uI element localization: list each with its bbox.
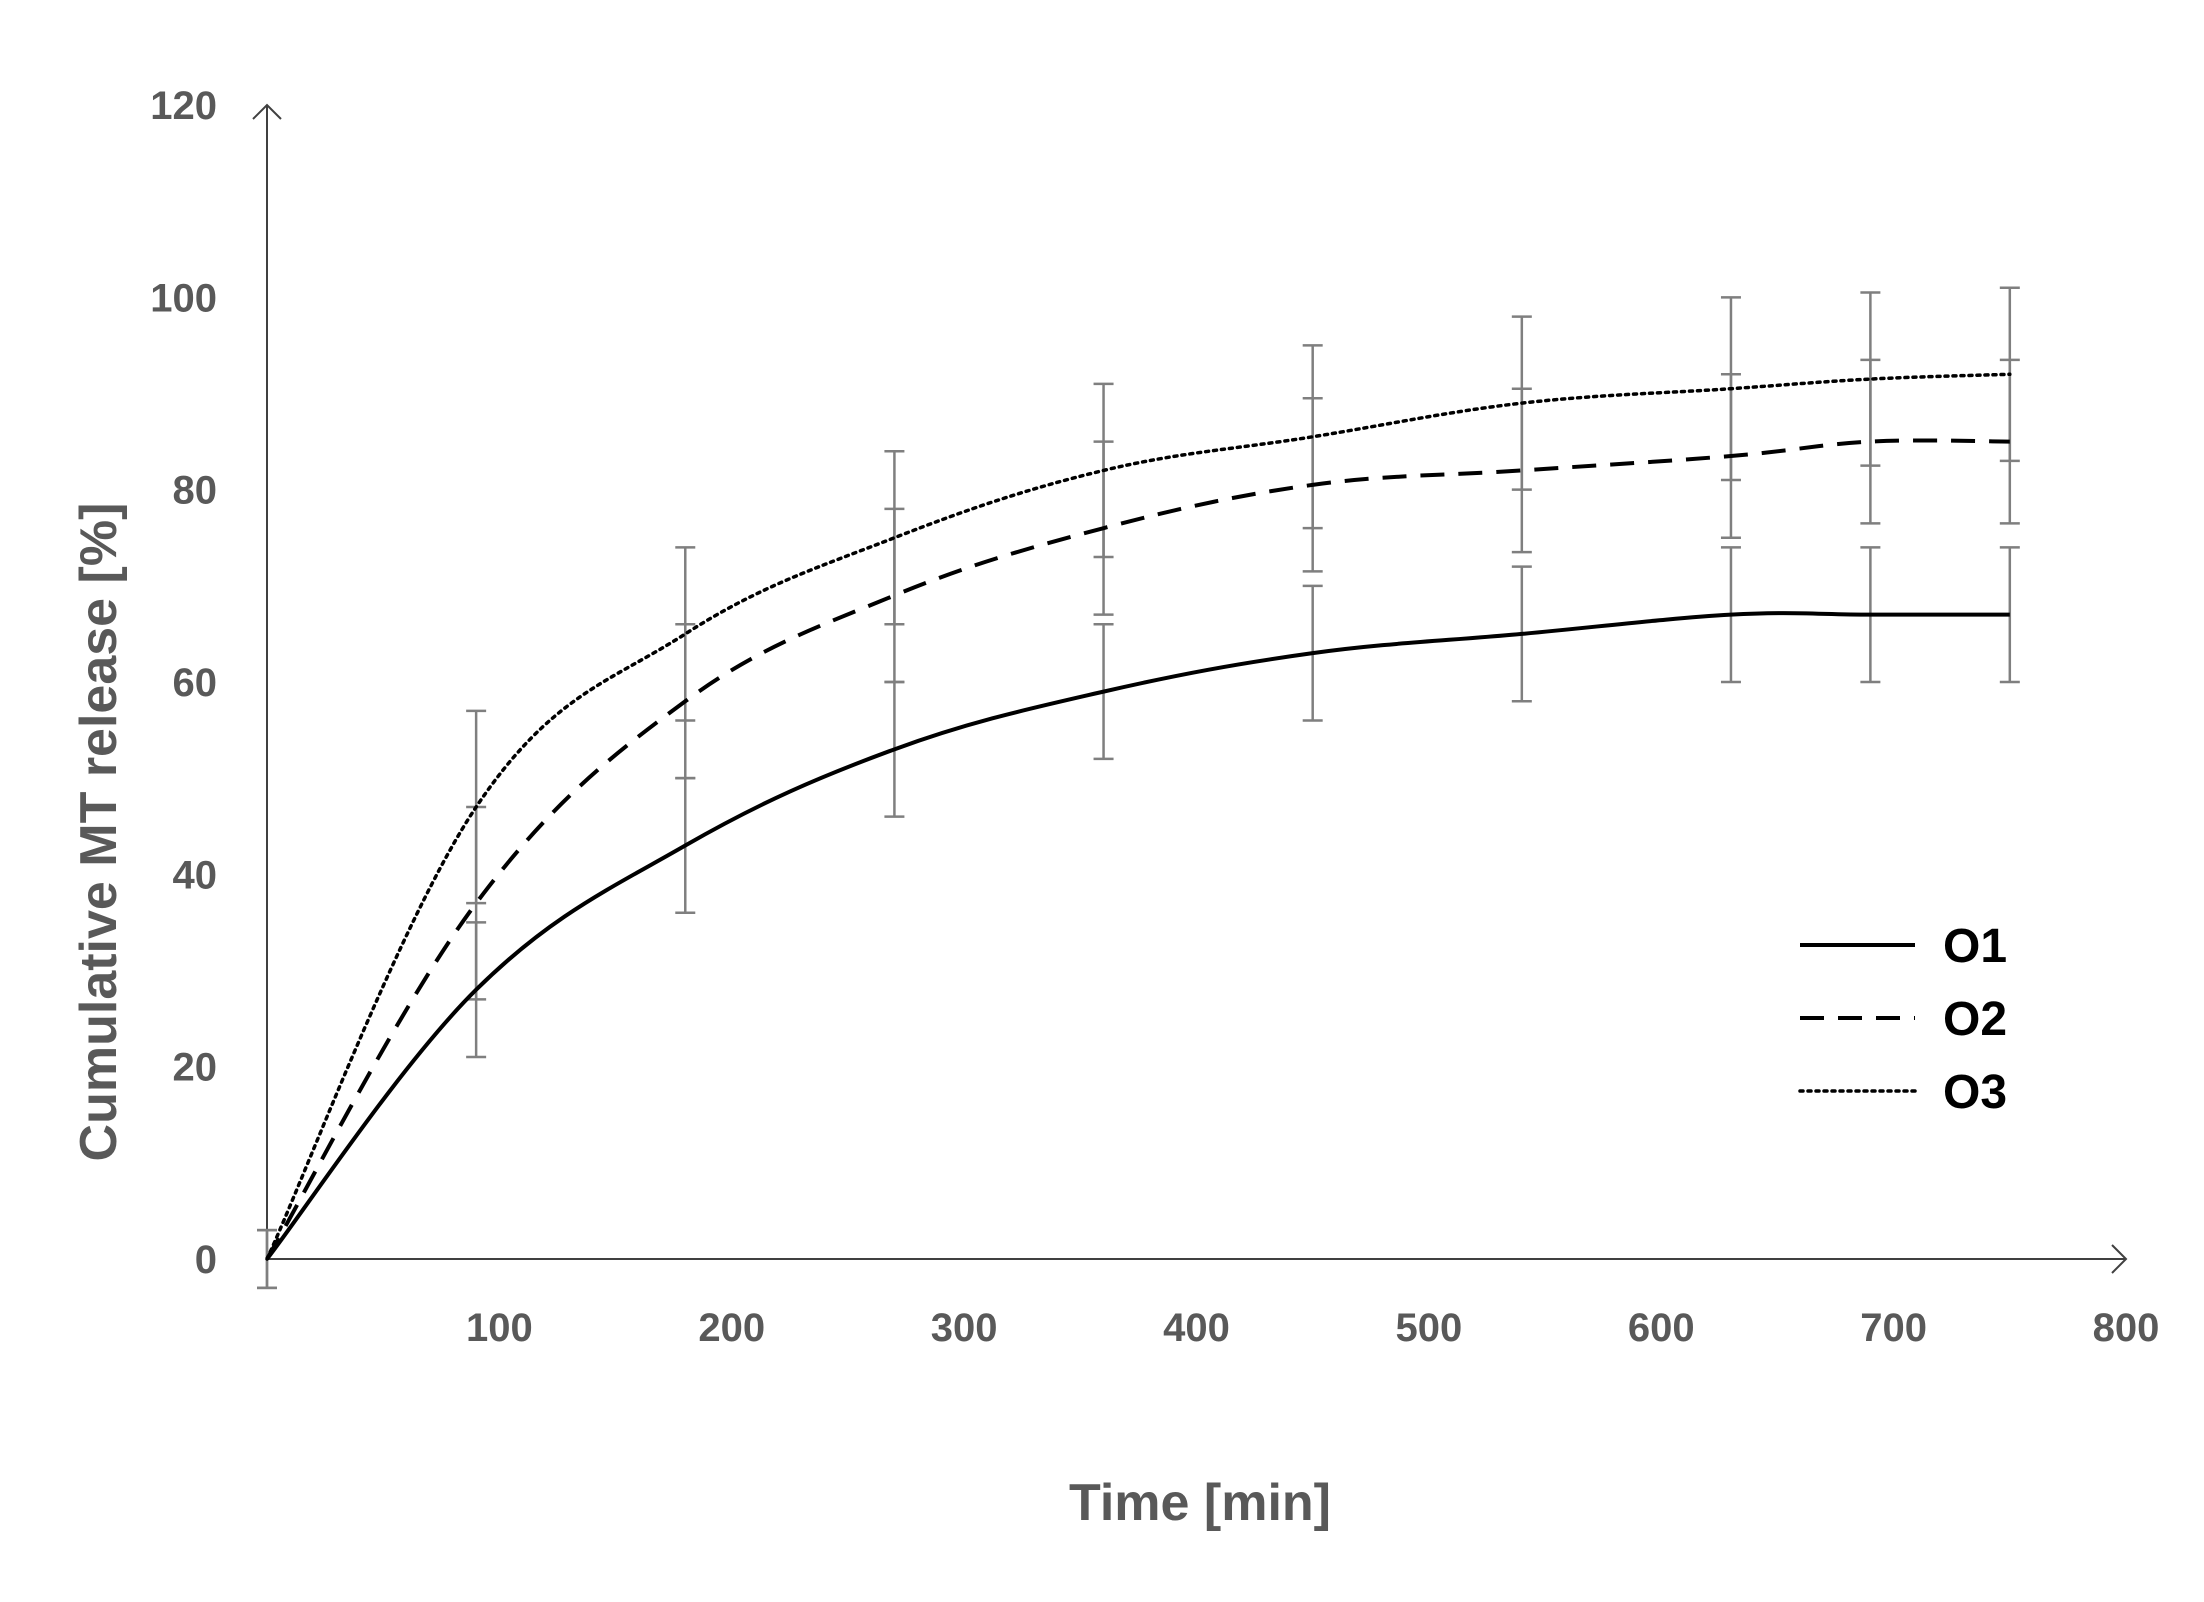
legend-label: O2 [1943,993,2007,1046]
series-lines [265,372,2012,1261]
x-tick-label: 600 [1628,1306,1695,1350]
x-axis-arrow [2111,1244,2128,1274]
legend: O1 O2 O3 [1798,920,2007,1119]
y-axis-arrow [252,103,282,120]
legend-item-o2: O2 [1800,993,2007,1046]
series-line-o1 [265,611,2010,1261]
legend-label: O1 [1943,920,2007,973]
y-tick-label: 100 [150,276,217,320]
x-tick-label: 700 [1860,1306,1927,1350]
axes [252,103,2128,1274]
series-line-o2 [265,438,2010,1261]
y-tick-label: 80 [173,469,218,513]
x-tick-label: 800 [2093,1306,2160,1350]
legend-item-o1: O1 [1800,920,2007,973]
x-tick-label: 100 [466,1306,533,1350]
y-tick-label: 40 [173,853,218,897]
y-tick-label: 0 [195,1238,217,1282]
y-axis-title: Cumulative MT release [%] [70,503,128,1162]
legend-item-o3: O3 [1798,1066,2007,1119]
tick-labels: 0 20 40 60 80 100 120 100 200 300 400 500 600 700 800 [150,84,2159,1350]
y-tick-label: 60 [173,661,218,705]
y-tick-label: 120 [150,84,217,128]
x-axis-title: Time [min] [1069,1474,1331,1532]
error-bar-o3 [1860,291,1881,467]
x-tick-label: 400 [1163,1306,1230,1350]
y-tick-label: 20 [173,1046,218,1090]
x-tick-label: 200 [698,1306,765,1350]
series-line-o3 [265,372,2012,1261]
error-bar-o3 [675,546,696,722]
legend-label: O3 [1943,1066,2007,1119]
x-tick-label: 300 [931,1306,998,1350]
x-tick-label: 500 [1396,1306,1463,1350]
